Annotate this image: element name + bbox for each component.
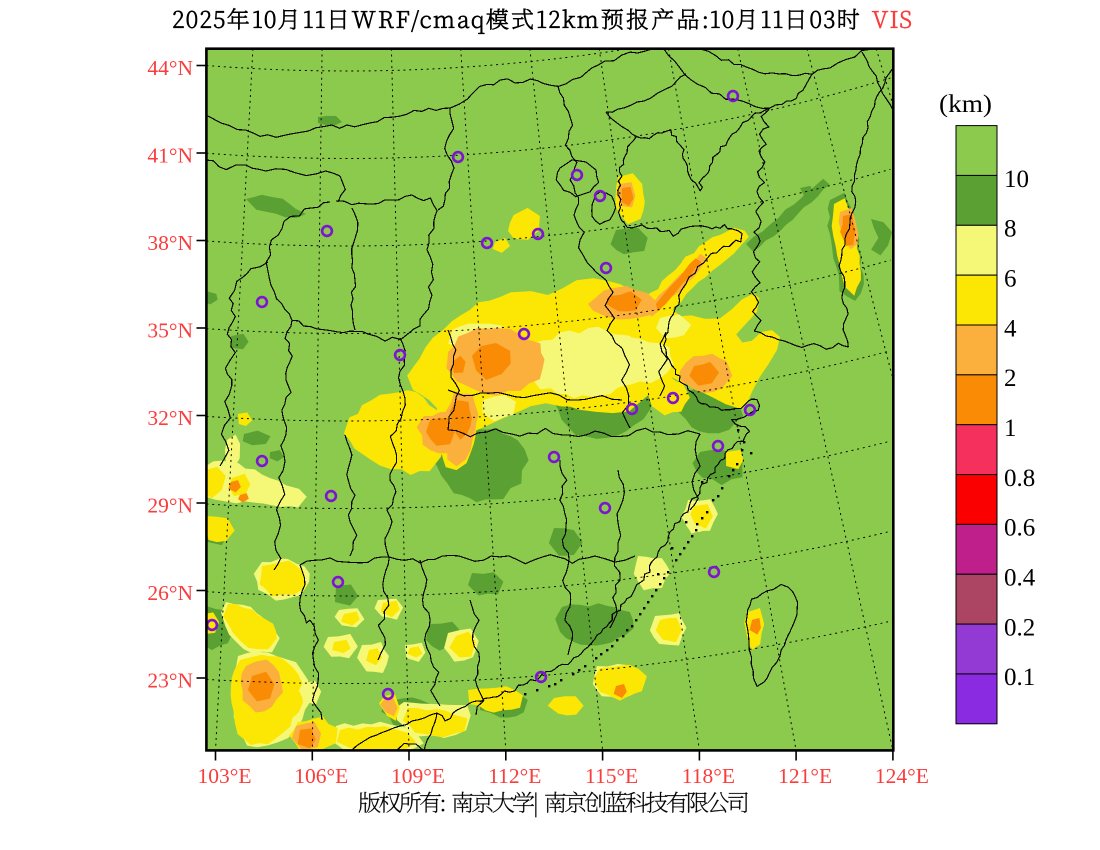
svg-text:0.6: 0.6 <box>1004 515 1035 542</box>
svg-text:1: 1 <box>1004 415 1017 442</box>
svg-text:29°N: 29°N <box>147 494 193 518</box>
svg-text:6: 6 <box>1004 265 1017 292</box>
svg-text:41°N: 41°N <box>147 144 193 168</box>
svg-text:121°E: 121°E <box>778 764 832 788</box>
svg-text:26°N: 26°N <box>147 581 193 605</box>
svg-text:4: 4 <box>1004 315 1017 342</box>
svg-text:38°N: 38°N <box>147 231 193 255</box>
svg-text:35°N: 35°N <box>147 319 193 343</box>
svg-text:112°E: 112°E <box>488 764 541 788</box>
svg-text:23°N: 23°N <box>147 669 193 693</box>
svg-text:10: 10 <box>1004 166 1029 193</box>
svg-text:44°N: 44°N <box>147 56 193 80</box>
svg-text:32°N: 32°N <box>147 406 193 430</box>
svg-text:124°E: 124°E <box>875 764 929 788</box>
svg-text:0.4: 0.4 <box>1004 565 1036 592</box>
svg-text:0.2: 0.2 <box>1004 614 1035 641</box>
svg-text:106°E: 106°E <box>294 764 348 788</box>
svg-text:103°E: 103°E <box>198 764 252 788</box>
svg-text:2: 2 <box>1004 365 1017 392</box>
svg-text:0.1: 0.1 <box>1004 664 1035 691</box>
svg-text:(km): (km) <box>939 91 992 118</box>
svg-text:115°E: 115°E <box>585 764 638 788</box>
svg-text:8: 8 <box>1004 216 1017 243</box>
svg-text:0.8: 0.8 <box>1004 465 1035 492</box>
svg-text:118°E: 118°E <box>682 764 735 788</box>
svg-text:109°E: 109°E <box>391 764 445 788</box>
